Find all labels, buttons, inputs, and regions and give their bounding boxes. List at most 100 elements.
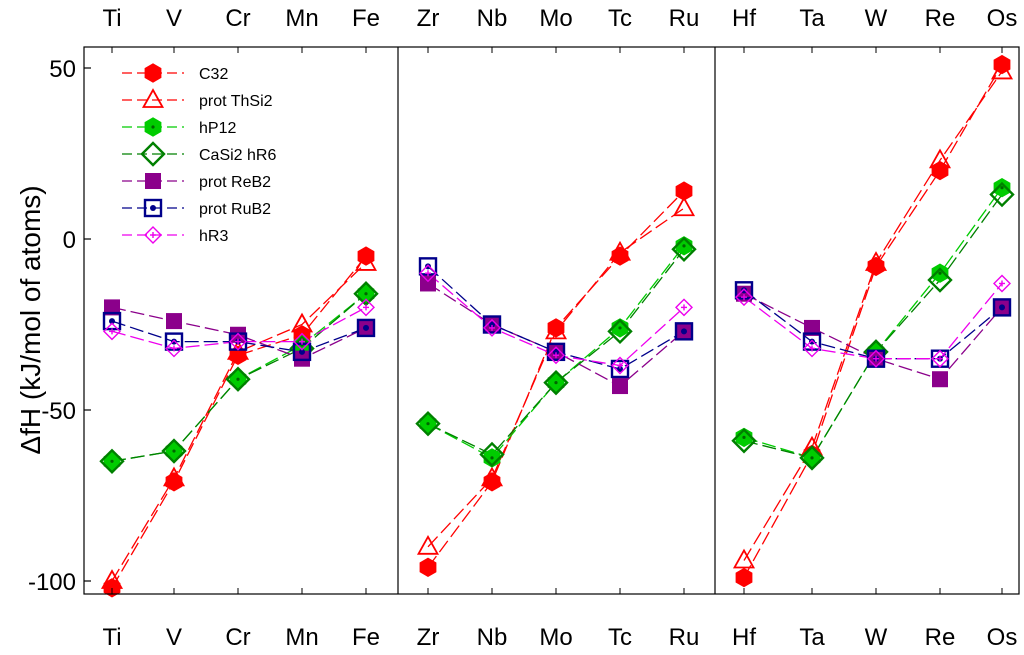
panel-dividers [397, 47, 716, 594]
data-point [229, 332, 247, 351]
x-tick-label-top: Ti [102, 5, 121, 32]
y-tick-label: 50 [49, 56, 76, 83]
marker-diamond [293, 332, 311, 351]
marker-diamond [357, 298, 375, 317]
marker-diamond [483, 318, 501, 337]
legend-item: prot ThSi2 [122, 88, 273, 110]
marker-triangle [544, 319, 568, 340]
legend-marker [144, 226, 162, 244]
x-tick-label-bottom: Nb [477, 624, 508, 651]
data-point [546, 342, 566, 362]
x-tick-label-bottom: W [865, 624, 888, 651]
marker-dot [109, 318, 115, 325]
marker-diamond [419, 264, 437, 283]
x-tick-label-bottom: Mo [539, 624, 572, 651]
marker-diamond [225, 366, 251, 392]
marker-dot [553, 348, 559, 355]
data-point [672, 196, 696, 217]
data-point [354, 251, 378, 271]
series-line [111, 320, 367, 353]
legend-marker [143, 198, 163, 218]
marker-triangle [162, 466, 186, 487]
marker-triangle [864, 251, 888, 271]
marker-dot [426, 422, 430, 426]
marker-diamond [735, 288, 753, 307]
data-point [103, 322, 121, 341]
data-point [480, 466, 504, 487]
marker-square [612, 378, 628, 395]
x-tick-label-bottom: Hf [732, 624, 756, 651]
data-point [990, 59, 1014, 80]
marker-diamond [931, 349, 949, 368]
marker-hexagon [547, 318, 565, 338]
marker-dot [809, 338, 815, 345]
marker-dot [681, 328, 687, 335]
legend-marker [145, 173, 161, 189]
data-point [931, 263, 949, 283]
series-line [743, 293, 1003, 380]
data-point [675, 298, 693, 317]
legend-item: hP12 [122, 117, 236, 137]
marker-diamond [99, 448, 125, 474]
legend-marker [144, 63, 162, 83]
marker-dot [363, 324, 369, 331]
marker-square [166, 313, 182, 330]
legend-item: prot RuB2 [122, 198, 271, 218]
marker-diamond [103, 322, 121, 341]
data-point [612, 378, 628, 395]
marker-dot [554, 381, 558, 385]
data-point [927, 267, 953, 293]
marker-hexagon [735, 567, 753, 588]
data-point [482, 315, 502, 334]
legend-marker [140, 141, 166, 167]
data-point [732, 548, 756, 569]
legend-label: CaSi2 hR6 [199, 147, 276, 164]
series-line [111, 306, 367, 350]
marker-diamond [989, 181, 1015, 208]
data-point [674, 322, 694, 341]
data-point [992, 298, 1012, 317]
data-point [415, 410, 441, 437]
marker-dot [425, 263, 431, 270]
marker-diamond [165, 339, 183, 358]
series-group [99, 54, 1015, 598]
marker-dot [489, 321, 495, 328]
data-point [479, 441, 505, 468]
data-point [356, 318, 376, 338]
data-point [610, 359, 630, 379]
x-tick-label-bottom: Ta [799, 624, 825, 651]
series-line [427, 248, 685, 456]
marker-dot [110, 459, 114, 463]
marker-diamond [144, 226, 162, 244]
data-point [99, 448, 125, 474]
data-point [544, 319, 568, 340]
marker-dot [741, 287, 747, 294]
x-tick-label-top: Mn [285, 5, 318, 32]
marker-diamond [675, 298, 693, 317]
marker-dot [999, 304, 1005, 311]
series-line [111, 262, 367, 582]
marker-diamond [547, 346, 565, 365]
data-point [993, 274, 1011, 293]
marker-dot [150, 205, 156, 211]
legend-marker [144, 117, 162, 137]
marker-dot [171, 338, 177, 345]
x-tick-label-bottom: Cr [225, 624, 250, 651]
x-tick-label-top: Fe [352, 5, 380, 32]
x-tick-label-bottom: Mn [285, 624, 318, 651]
data-point [928, 148, 952, 169]
plot-frame [83, 46, 1020, 595]
marker-diamond [671, 236, 697, 262]
x-tick-label-bottom: Ru [669, 624, 700, 651]
marker-triangle [990, 59, 1014, 80]
series-line [743, 71, 1003, 561]
data-point [161, 438, 187, 464]
data-point [799, 445, 825, 471]
marker-hexagon [611, 246, 629, 266]
data-point [867, 349, 885, 368]
marker-triangle [100, 569, 124, 589]
series-line [111, 255, 367, 589]
marker-diamond [611, 356, 629, 375]
marker-triangle [928, 148, 952, 169]
marker-square [546, 342, 566, 362]
